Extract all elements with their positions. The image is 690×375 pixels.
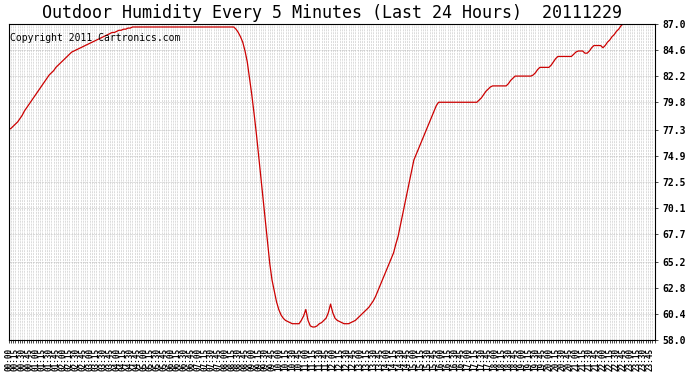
Title: Outdoor Humidity Every 5 Minutes (Last 24 Hours)  20111229: Outdoor Humidity Every 5 Minutes (Last 2… [41, 4, 622, 22]
Text: Copyright 2011 Cartronics.com: Copyright 2011 Cartronics.com [10, 33, 180, 43]
